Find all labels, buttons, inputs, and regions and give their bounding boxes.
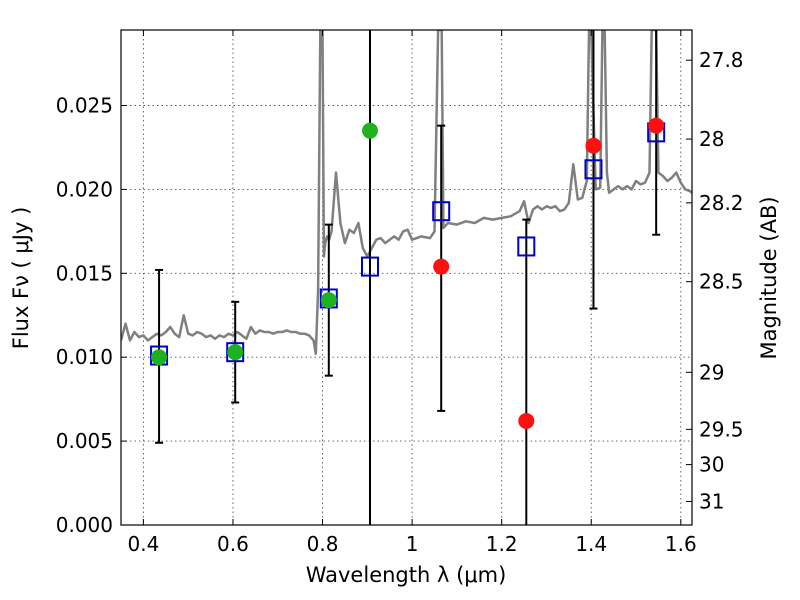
y2-tick-label: 28.2 [699, 191, 744, 215]
grid [121, 30, 692, 525]
x-tick-label: 1.6 [665, 532, 697, 556]
y2-tick-label: 28 [699, 127, 724, 151]
nondetection-point [648, 117, 665, 134]
y2-tick-label: 27.8 [699, 48, 744, 72]
nondetection-point [518, 412, 535, 429]
model-photometry-square [432, 201, 451, 222]
spectrum-line [121, 30, 692, 356]
nondetection-point [433, 258, 450, 275]
errorbar-layer [150, 30, 666, 525]
model-photometry-square [361, 256, 380, 277]
y2-tick-label: 29.5 [699, 417, 744, 441]
y-tick-label: 0.010 [56, 345, 113, 369]
x-tick-label: 1.4 [575, 532, 607, 556]
x-tick-label: 0.8 [307, 532, 339, 556]
x-tick-label: 1 [406, 532, 419, 556]
y2-tick-label: 29 [699, 360, 724, 384]
y-tick-label: 0.015 [56, 261, 113, 285]
x-tick-label: 0.6 [217, 532, 249, 556]
y-axis-label: Flux Fν ( μJy ) [9, 207, 33, 350]
y2-tick-label: 30 [699, 453, 724, 477]
y2-axis-label: Magnitude (AB) [757, 196, 781, 359]
y2-tick-label: 31 [699, 490, 724, 514]
detection-point [227, 344, 244, 361]
y-tick-label: 0.020 [56, 177, 113, 201]
y-tick-label: 0.025 [56, 94, 113, 118]
model-photometry-square [584, 159, 603, 180]
detection-point [362, 122, 379, 139]
model-photometry-square [517, 236, 536, 257]
x-axis-label: Wavelength λ (μm) [306, 563, 507, 587]
y-tick-label: 0.000 [56, 513, 113, 537]
plot-frame [120, 29, 693, 526]
y-tick-label: 0.005 [56, 429, 113, 453]
nondetection-point [585, 137, 602, 154]
detection-point [320, 292, 337, 309]
y2-tick-label: 28.5 [699, 270, 744, 294]
axes: 0.4 0.6 0.8 1 1.2 1.4 1.6 0.000 0.005 0.010 0.015 0… [56, 30, 744, 556]
data-layer [121, 30, 692, 356]
x-tick-label: 0.4 [127, 532, 159, 556]
x-tick-label: 1.2 [486, 532, 518, 556]
detection-point [151, 349, 168, 366]
